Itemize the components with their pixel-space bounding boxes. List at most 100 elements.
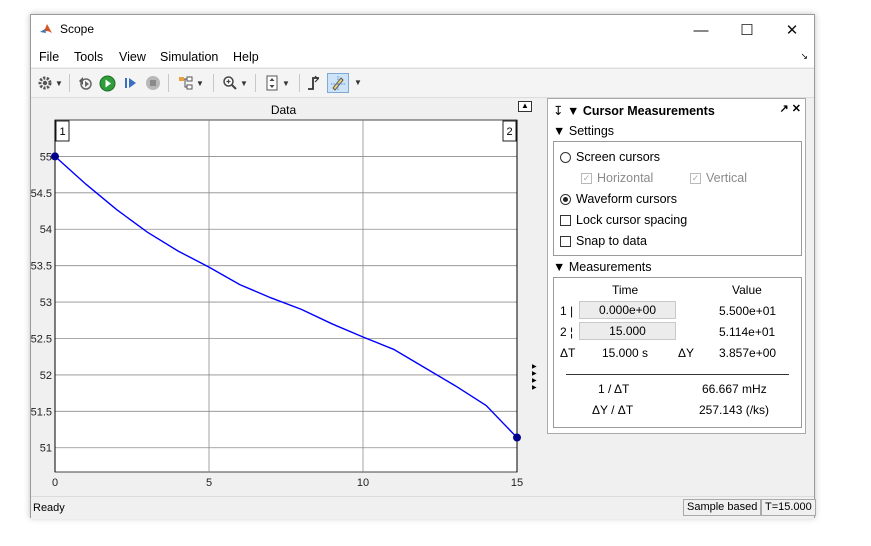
panel-splitter-handle[interactable]: ▶ ▶ ▶ ▶ [532, 364, 537, 391]
chevron-down-icon[interactable]: ▼ [354, 78, 362, 87]
data-chart[interactable]: 0 5 10 15 51 51.5 52 52.5 53 53.5 54 54.5 55 1 2 [31, 98, 536, 494]
measurements-header-label: Measurements [568, 260, 652, 274]
scope-window: Scope — ☐ ✕ File Tools View Simulation H… [30, 14, 816, 519]
y-tick-label: 52.5 [31, 333, 52, 345]
settings-button[interactable]: ▼ [35, 73, 65, 93]
x-tick-label: 0 [52, 477, 58, 489]
data-line [54, 155, 518, 439]
y-tick-label: 54 [40, 224, 52, 236]
cursor-label-box[interactable] [55, 120, 70, 142]
chevron-down-icon: ▼ [196, 78, 204, 88]
highlight-block-button[interactable]: ▼ [174, 73, 208, 93]
menu-view[interactable]: View [119, 50, 146, 64]
snap-label: Snap to data [576, 234, 647, 248]
play-icon [99, 75, 115, 91]
horizontal-checkbox: ✓ [581, 172, 592, 184]
axes-background [54, 119, 518, 473]
snap-option[interactable]: Snap to data [560, 234, 647, 248]
cursor2-time-field[interactable]: 15.000 [579, 322, 676, 340]
panel-title: ↧ ▼ Cursor Measurements [553, 103, 715, 118]
step-back-button[interactable] [75, 73, 95, 93]
menu-simulation[interactable]: Simulation [160, 50, 219, 64]
y-tick-label: 53 [40, 297, 52, 309]
delta-y-value: 3.857e+00 [719, 346, 777, 360]
inverse-delta-t-value: 66.667 mHz [702, 382, 767, 396]
step-forward-icon [125, 78, 136, 88]
step-forward-button[interactable] [121, 73, 141, 93]
waveform-cursors-radio[interactable] [560, 193, 571, 205]
lock-spacing-checkbox[interactable] [560, 214, 571, 226]
cursor-marker[interactable] [51, 152, 59, 161]
vertical-option: ✓ Vertical [690, 171, 747, 185]
vertical-label: Vertical [706, 171, 747, 185]
panel-menu-icon[interactable]: ↧ ▼ [553, 104, 580, 118]
measurements-section-header[interactable]: ▼ Measurements [553, 260, 652, 274]
y-tick-label: 54.5 [31, 188, 52, 200]
zoom-button[interactable]: ▼ [219, 73, 251, 93]
x-tick-label: 5 [206, 477, 212, 489]
settings-box: Screen cursors ✓ Horizontal ✓ Vertical W… [553, 141, 802, 256]
autoscale-icon [266, 75, 278, 91]
menu-file[interactable]: File [39, 50, 60, 64]
maximize-button[interactable]: ☐ [740, 22, 754, 39]
time-column-header: Time [612, 283, 639, 297]
waveform-cursors-option[interactable]: Waveform cursors [560, 192, 677, 206]
cursor-measurements-icon [331, 76, 345, 91]
toolbar-separator [255, 74, 256, 92]
plot-title: Data [270, 103, 297, 117]
settings-section-header[interactable]: ▼ Settings [553, 124, 614, 138]
cursor1-label: 1 | [560, 304, 574, 318]
waveform-cursors-label: Waveform cursors [576, 192, 677, 206]
status-bar: Ready Sample based T=15.000 [31, 496, 816, 519]
window-title: Scope [60, 22, 95, 36]
stop-button[interactable] [143, 73, 163, 93]
measurements-divider [566, 374, 789, 375]
y-tick-label: 51.5 [31, 406, 52, 418]
chevron-down-icon: ▼ [240, 78, 248, 88]
value-column-header: Value [732, 283, 762, 297]
delta-t-value: 15.000 s [602, 346, 649, 360]
cursor1-time-field[interactable]: 0.000e+00 [579, 301, 676, 319]
menu-bar: File Tools View Simulation Help ↘ [31, 45, 814, 67]
screen-cursors-label: Screen cursors [576, 150, 661, 164]
cursor2-value: 5.114e+01 [719, 325, 776, 339]
measurements-box: Time Value 1 | 0.000e+00 5.500e+01 2 ¦ 1… [553, 277, 802, 428]
horizontal-label: Horizontal [597, 171, 654, 185]
horizontal-option: ✓ Horizontal [581, 171, 653, 185]
screen-cursors-option[interactable]: Screen cursors [560, 150, 660, 164]
delta-t-label: ΔT [560, 346, 576, 360]
lock-spacing-option[interactable]: Lock cursor spacing [560, 213, 687, 227]
close-button[interactable]: ✕ [785, 22, 799, 39]
triggers-button[interactable] [304, 73, 324, 93]
dock-arrow-icon[interactable]: ↘ [800, 51, 808, 61]
zoom-in-icon [223, 76, 237, 90]
cursor-measurements-button[interactable] [327, 73, 349, 93]
panel-title-label: Cursor Measurements [582, 104, 715, 118]
snap-checkbox[interactable] [560, 235, 571, 247]
cursor-label: 1 [59, 126, 65, 138]
settings-header-label: Settings [568, 124, 615, 138]
undock-axes-button[interactable]: ▲ [518, 101, 532, 112]
cursor-label-box[interactable] [502, 120, 517, 142]
minimize-button[interactable]: — [693, 21, 709, 39]
menu-help[interactable]: Help [233, 50, 259, 64]
plot-area: Data ▲ 0 5 10 15 51 51.5 52 52.5 53 53.5 54 54.5 55 1… [31, 98, 537, 494]
y-tick-label: 51 [40, 443, 52, 455]
undock-panel-icon[interactable]: ↗ [779, 103, 789, 115]
toolbar-separator [299, 74, 300, 92]
vertical-checkbox: ✓ [690, 172, 701, 184]
toolbar: ▼ ▼ ▼ ▼ [31, 68, 814, 98]
status-text: Ready [33, 502, 65, 514]
cursor-marker[interactable] [513, 433, 521, 442]
slope-label: ΔY / ΔT [592, 403, 634, 417]
panel-controls: ↗ ✕ [780, 102, 802, 115]
close-panel-icon[interactable]: ✕ [791, 103, 801, 115]
menu-tools[interactable]: Tools [74, 50, 104, 64]
screen-cursors-radio[interactable] [560, 151, 571, 163]
step-back-icon [79, 77, 92, 90]
run-button[interactable] [97, 73, 117, 93]
collapse-triangle-icon: ▼ [553, 124, 566, 138]
autoscale-button[interactable]: ▼ [260, 73, 294, 93]
lock-spacing-label: Lock cursor spacing [576, 213, 688, 227]
slope-value: 257.143 (/ks) [699, 403, 770, 417]
